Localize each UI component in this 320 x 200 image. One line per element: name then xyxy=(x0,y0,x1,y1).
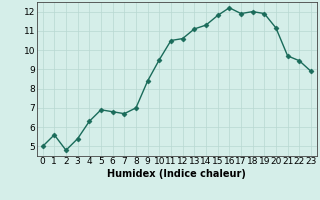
X-axis label: Humidex (Indice chaleur): Humidex (Indice chaleur) xyxy=(108,169,246,179)
